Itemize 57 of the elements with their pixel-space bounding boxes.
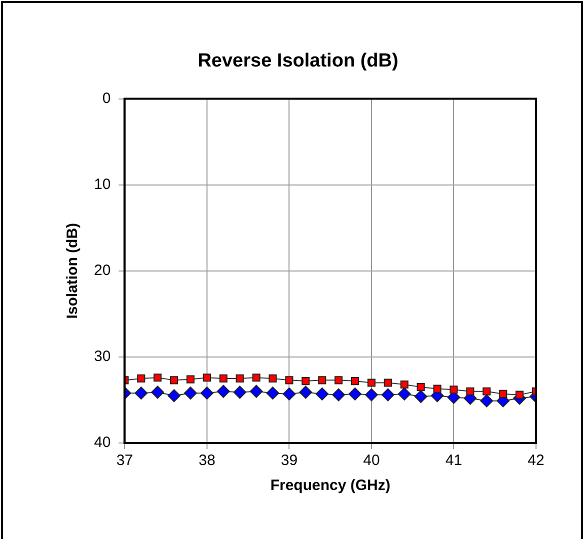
point bbox=[400, 380, 408, 389]
chart-title: Reverse Isolation (dB) bbox=[198, 50, 398, 72]
point bbox=[252, 374, 260, 382]
point bbox=[302, 377, 310, 386]
point bbox=[364, 388, 378, 402]
point bbox=[433, 384, 442, 393]
point bbox=[482, 387, 491, 396]
point bbox=[137, 374, 146, 382]
point bbox=[398, 387, 411, 400]
x-tick-label: 41 bbox=[445, 452, 462, 470]
point bbox=[219, 374, 228, 382]
point bbox=[367, 378, 376, 387]
point bbox=[186, 375, 195, 384]
x-axis-title: Frequency (GHz) bbox=[270, 477, 390, 494]
y-tick-label: 10 bbox=[94, 176, 111, 193]
x-tick-label: 40 bbox=[363, 452, 380, 470]
point bbox=[268, 374, 277, 382]
point bbox=[151, 386, 164, 399]
point bbox=[184, 386, 197, 400]
point bbox=[332, 388, 346, 402]
point bbox=[170, 376, 178, 384]
y-tick-label: 40 bbox=[94, 434, 111, 452]
point bbox=[299, 386, 312, 399]
y-tick-label: 20 bbox=[94, 262, 111, 280]
point bbox=[282, 387, 296, 400]
point bbox=[466, 387, 474, 396]
point bbox=[154, 374, 162, 382]
point bbox=[334, 376, 343, 384]
point bbox=[202, 374, 211, 382]
x-tick-label: 39 bbox=[280, 452, 298, 470]
point bbox=[216, 384, 230, 398]
point bbox=[381, 388, 394, 402]
y-tick-label: 0 bbox=[102, 90, 111, 107]
point bbox=[134, 386, 148, 400]
point bbox=[348, 387, 362, 400]
x-tick-label: 38 bbox=[198, 452, 216, 470]
point bbox=[233, 386, 246, 399]
point bbox=[200, 386, 214, 400]
x-tick-label: 42 bbox=[528, 452, 544, 470]
point bbox=[414, 390, 428, 404]
point bbox=[416, 383, 425, 392]
point bbox=[350, 377, 360, 386]
point bbox=[285, 376, 294, 384]
y-tick-label: 30 bbox=[94, 348, 111, 366]
point bbox=[480, 394, 494, 408]
point bbox=[266, 386, 280, 400]
point bbox=[250, 384, 263, 398]
x-tick-label: 37 bbox=[116, 452, 134, 470]
y-axis-title: Isolation (dB) bbox=[64, 222, 82, 319]
point bbox=[236, 374, 244, 382]
point bbox=[516, 390, 524, 399]
point bbox=[499, 390, 508, 398]
point bbox=[318, 376, 326, 384]
point bbox=[450, 386, 458, 394]
point bbox=[316, 387, 329, 400]
point bbox=[384, 378, 392, 387]
point bbox=[168, 389, 181, 402]
